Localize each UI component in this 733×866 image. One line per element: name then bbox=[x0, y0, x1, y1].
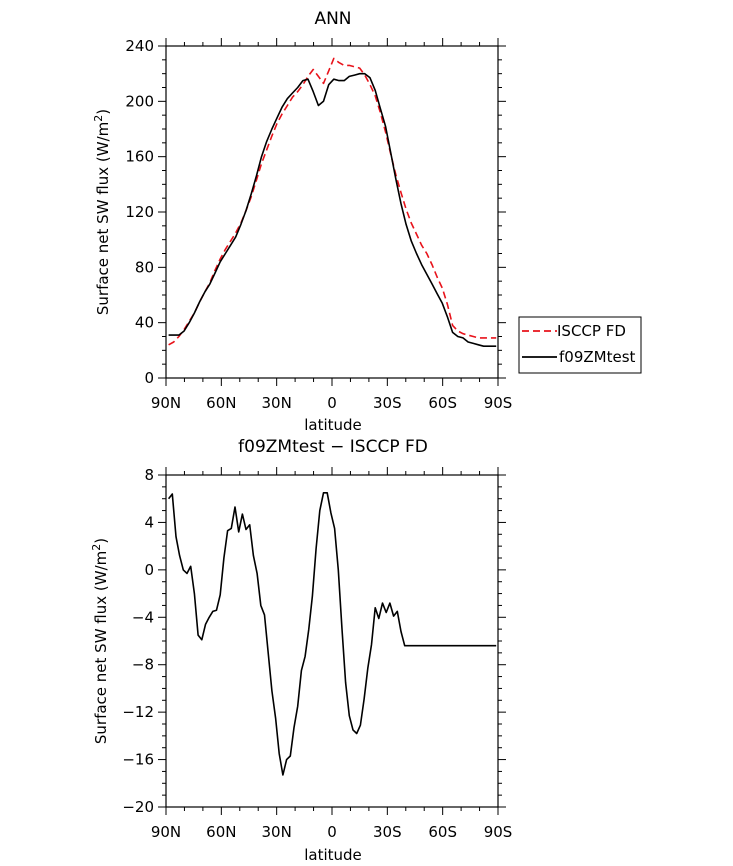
x-tick-label: 90N bbox=[151, 823, 181, 841]
x-tick-label: 30S bbox=[373, 823, 402, 841]
y-tick-label: 40 bbox=[135, 314, 154, 332]
plot-frame bbox=[165, 474, 499, 808]
x-tick-label: 0 bbox=[327, 823, 337, 841]
y-tick-label: 0 bbox=[144, 369, 154, 387]
series-line-isccp-fd bbox=[168, 57, 497, 346]
chart-title: ANN bbox=[314, 9, 351, 29]
x-axis-label: latitude bbox=[304, 846, 362, 864]
y-tick-label: 200 bbox=[125, 92, 154, 110]
x-axis-label: latitude bbox=[304, 416, 362, 434]
y-tick-label: 80 bbox=[135, 258, 154, 276]
y-axis-label: Surface net SW flux (W/m2) bbox=[92, 109, 112, 315]
legend-label-model: f09ZMtest bbox=[559, 348, 636, 366]
y-tick-label: 240 bbox=[125, 37, 154, 55]
x-tick-label: 60S bbox=[428, 394, 457, 412]
x-tick-label: 60S bbox=[428, 823, 457, 841]
x-tick-label: 0 bbox=[327, 394, 337, 412]
y-tick-label: 4 bbox=[144, 513, 154, 531]
series-line-difference bbox=[167, 491, 497, 776]
y-tick-label: 8 bbox=[144, 466, 154, 484]
x-tick-label: 30N bbox=[262, 394, 292, 412]
y-axis: 0 40 80 120 160 200 240 bbox=[125, 37, 506, 387]
y-tick-label: 160 bbox=[125, 148, 154, 166]
x-tick-label: 90S bbox=[484, 394, 513, 412]
y-tick-label: −12 bbox=[122, 703, 154, 721]
x-tick-label: 30S bbox=[373, 394, 402, 412]
legend-label-isccp: ISCCP FD bbox=[557, 322, 626, 340]
y-tick-label: −8 bbox=[132, 656, 154, 674]
series-line-f09zmtest bbox=[168, 72, 497, 348]
bottom-panel: f09ZMtest − ISCCP FD −20 −16 −12 −8 −4 0 4 8 90… bbox=[90, 437, 512, 864]
chart-title: f09ZMtest − ISCCP FD bbox=[238, 437, 428, 457]
y-axis-label: Surface net SW flux (W/m2) bbox=[90, 538, 110, 744]
legend: ISCCP FD f09ZMtest bbox=[518, 316, 642, 374]
y-tick-label: −4 bbox=[132, 608, 154, 626]
y-axis: −20 −16 −12 −8 −4 0 4 8 bbox=[122, 466, 506, 816]
x-tick-label: 30N bbox=[262, 823, 292, 841]
x-tick-label: 90S bbox=[484, 823, 513, 841]
x-axis: 90N 60N 30N 0 30S 60S 90S bbox=[151, 38, 512, 412]
plot-frame bbox=[165, 45, 499, 379]
y-tick-label: −16 bbox=[122, 751, 154, 769]
plot-lines bbox=[167, 491, 497, 776]
x-tick-label: 60N bbox=[206, 823, 236, 841]
plot-lines bbox=[168, 57, 497, 348]
x-tick-label: 90N bbox=[151, 394, 181, 412]
x-tick-label: 60N bbox=[206, 394, 236, 412]
y-tick-label: 0 bbox=[144, 561, 154, 579]
x-axis: 90N 60N 30N 0 30S 60S 90S bbox=[151, 467, 512, 841]
y-tick-label: 120 bbox=[125, 203, 154, 221]
y-tick-label: −20 bbox=[122, 798, 154, 816]
legend-box bbox=[518, 316, 642, 374]
